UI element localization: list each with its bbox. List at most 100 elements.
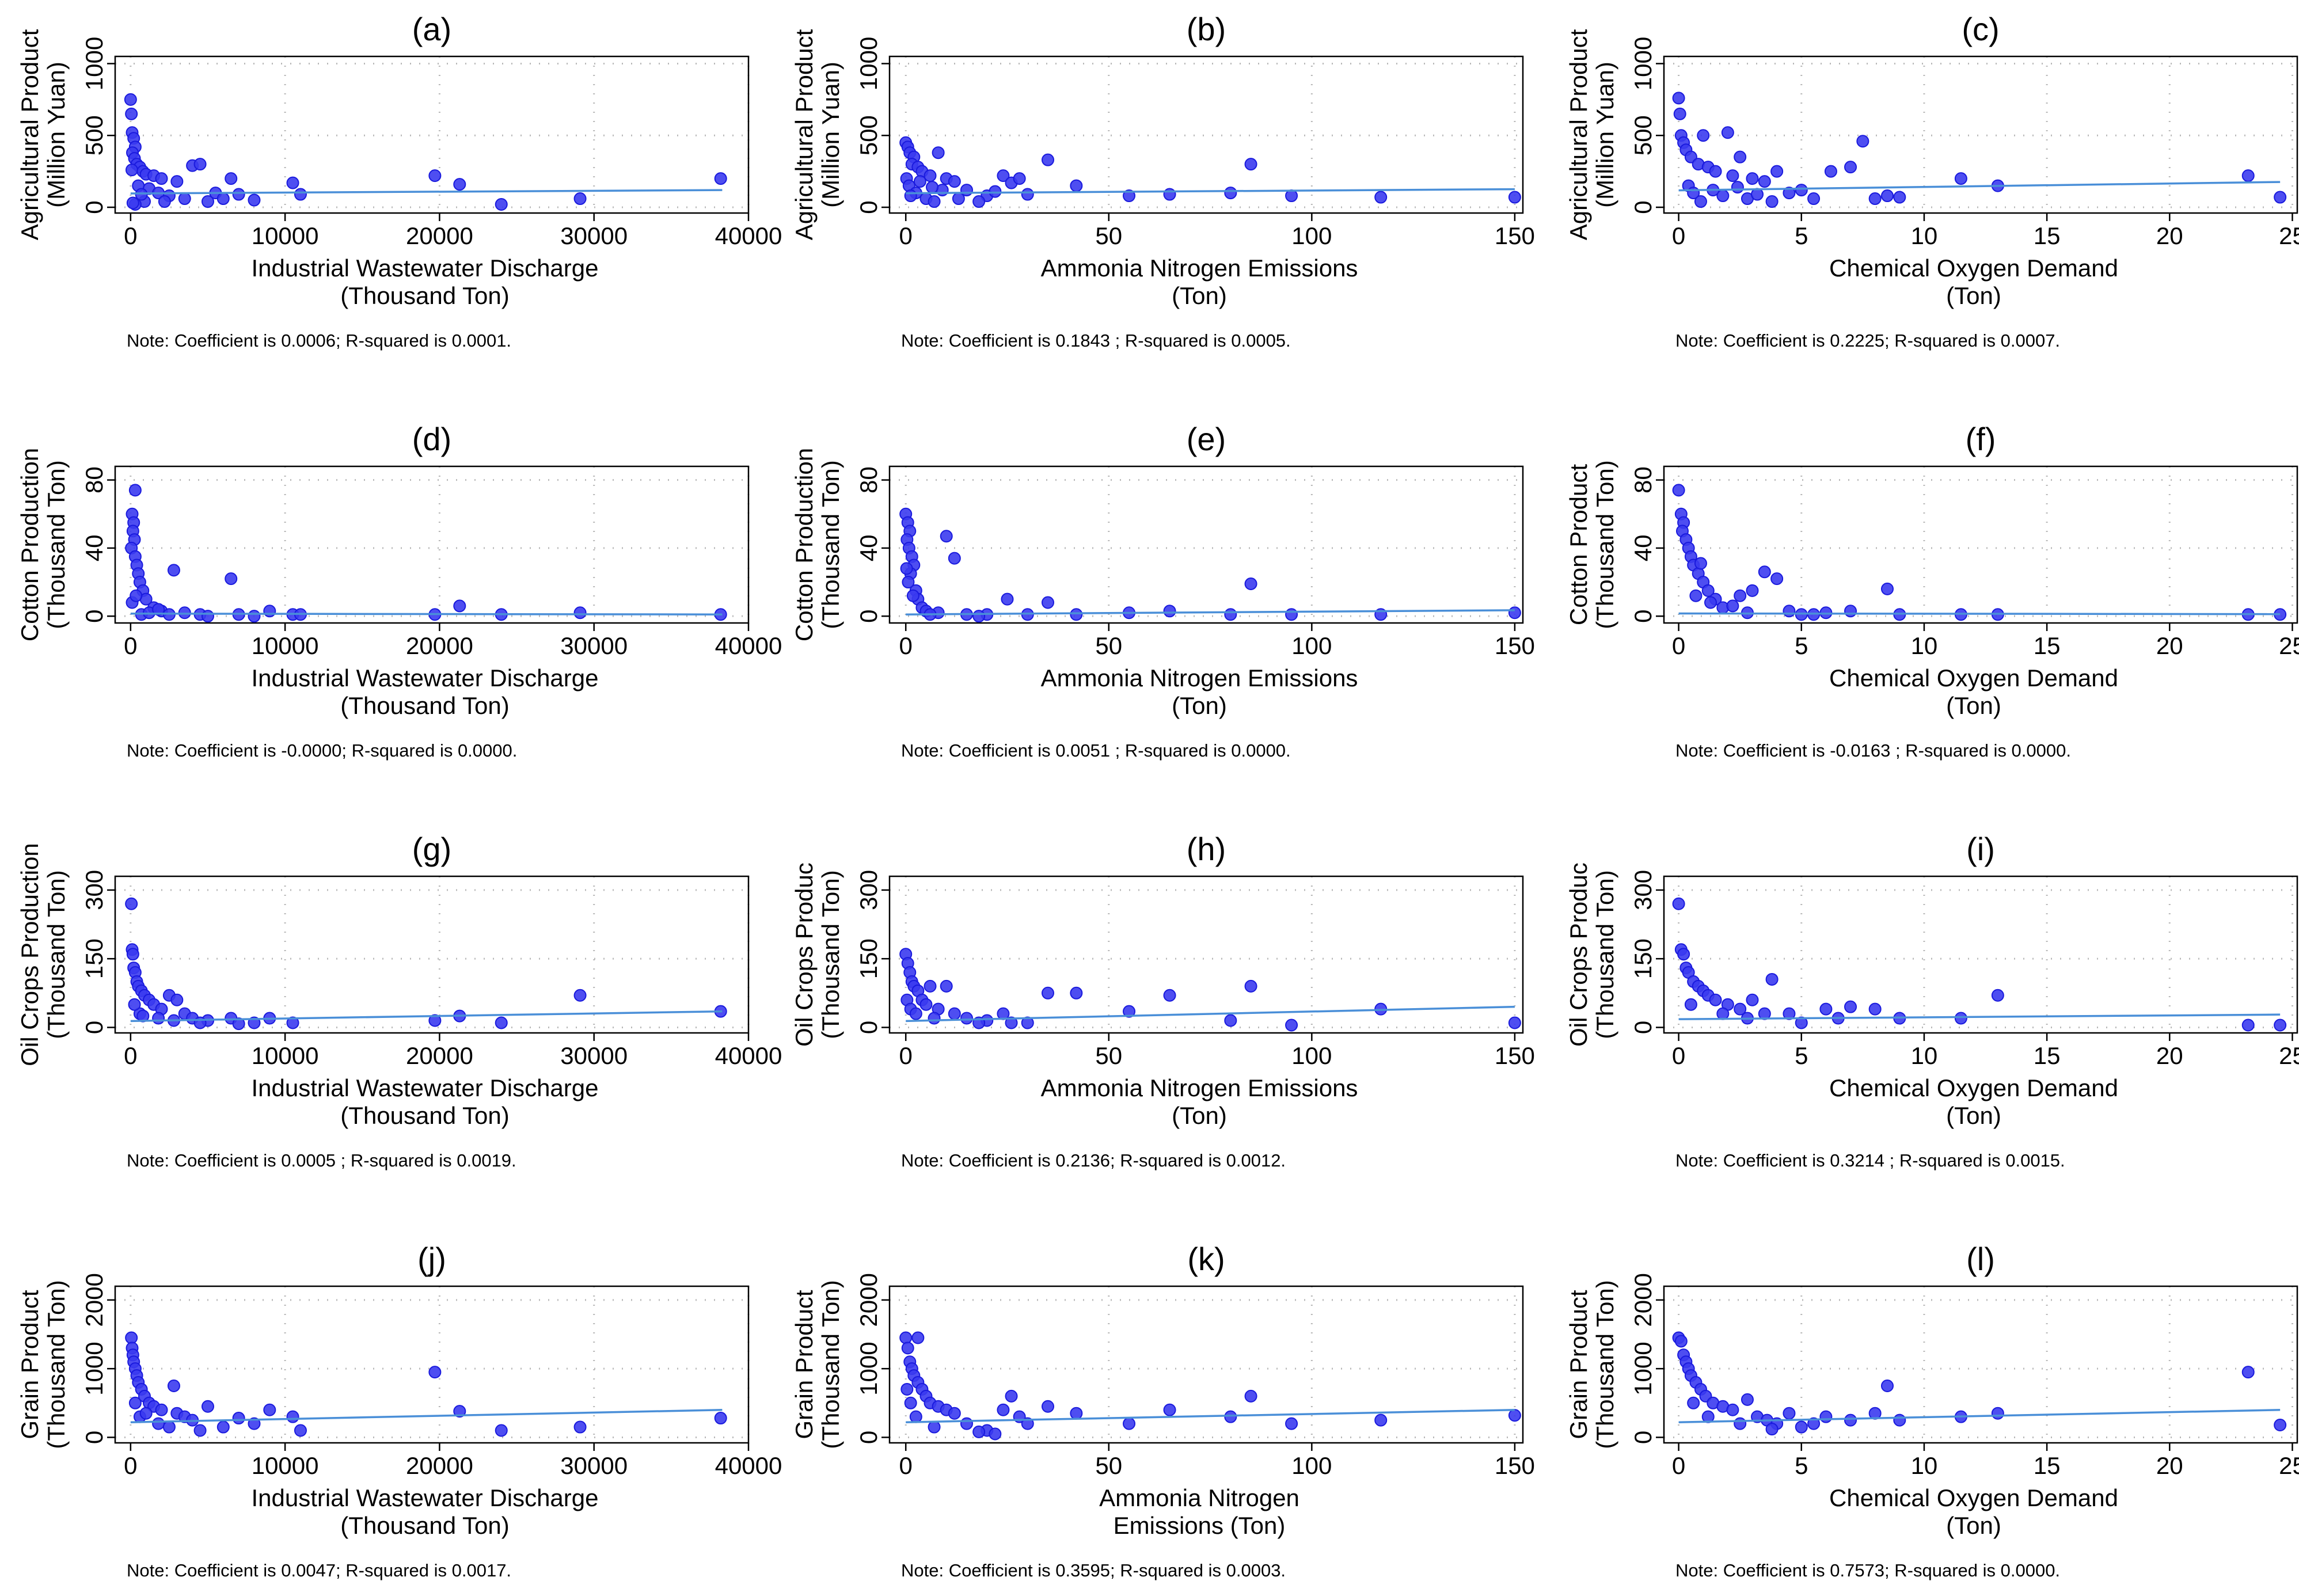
data-point xyxy=(911,1331,925,1344)
data-point xyxy=(248,610,261,623)
x-axis-label: Industrial Wastewater Discharge (Thousand… xyxy=(251,1484,598,1539)
data-point xyxy=(573,606,587,620)
y-tick-label: 150 xyxy=(855,938,882,979)
data-point xyxy=(294,1424,307,1437)
data-point xyxy=(1844,1000,1857,1013)
data-point xyxy=(1765,1423,1779,1436)
x-tick-label: 40000 xyxy=(715,222,782,249)
y-axis-label: Grain Product(Thousand Ton) xyxy=(1565,1280,1618,1449)
y-axis-label-line: Cotton Production xyxy=(791,448,818,641)
x-axis-label: Ammonia Nitrogen Emissions (Ton) xyxy=(1041,1074,1358,1129)
panel-title: (g) xyxy=(412,831,451,867)
y-axis-label-line: (Thousand Ton) xyxy=(1591,870,1618,1039)
data-point xyxy=(1783,187,1796,200)
data-point xyxy=(225,572,238,586)
data-point xyxy=(428,1014,442,1027)
data-point xyxy=(913,175,926,188)
data-point xyxy=(155,172,168,185)
data-point xyxy=(167,564,180,577)
data-point xyxy=(248,1417,261,1430)
data-point xyxy=(1672,484,1685,497)
data-point xyxy=(1163,1403,1176,1416)
data-point xyxy=(1758,175,1771,188)
data-point xyxy=(1508,606,1521,620)
x-tick-label: 5 xyxy=(1795,222,1808,249)
data-point xyxy=(714,172,727,185)
y-axis-label-line: (Thousand Ton) xyxy=(43,1280,70,1449)
panel-title: (e) xyxy=(1187,421,1226,457)
x-axis-label-line: (Ton) xyxy=(1946,1512,2001,1539)
x-axis-label: Chemical Oxygen Demand (Ton) xyxy=(1829,1484,2118,1539)
data-point xyxy=(1741,1393,1754,1406)
x-axis-label-line: Chemical Oxygen Demand xyxy=(1829,1484,2118,1511)
data-point xyxy=(940,979,953,993)
data-point xyxy=(152,603,165,616)
regression-note: Note: Coefficient is 0.0047; R-squared i… xyxy=(127,1560,511,1580)
x-tick-label: 0 xyxy=(124,632,137,659)
data-point xyxy=(919,998,933,1011)
data-point xyxy=(232,1017,245,1031)
data-point xyxy=(1893,1413,1906,1427)
y-axis-label-line: Cotton Production xyxy=(16,448,43,641)
x-tick-label: 0 xyxy=(899,1452,913,1479)
data-point xyxy=(201,610,214,623)
y-tick-label: 1000 xyxy=(855,37,882,90)
data-point xyxy=(286,1410,299,1423)
data-point xyxy=(167,1379,180,1392)
data-point xyxy=(928,195,941,208)
y-axis-label: Cotton Production(Thousand Ton) xyxy=(791,448,844,641)
y-tick-label: 300 xyxy=(81,870,108,910)
y-axis-label-line: Grain Product xyxy=(791,1290,818,1439)
data-point xyxy=(1042,1400,1054,1413)
x-tick-label: 20 xyxy=(2156,222,2183,249)
data-point xyxy=(1765,195,1779,208)
data-point xyxy=(1783,1407,1796,1420)
x-tick-label: 40000 xyxy=(715,1042,782,1069)
y-axis-label-line: (Thousand Ton) xyxy=(817,1280,844,1449)
y-tick-label: 0 xyxy=(855,609,882,622)
data-point xyxy=(130,589,143,602)
y-axis-label-line: Agricultural Product xyxy=(16,29,43,240)
data-point xyxy=(1285,1417,1298,1430)
data-point xyxy=(1954,1012,1967,1025)
fit-line xyxy=(130,1408,723,1423)
data-point xyxy=(1824,165,1837,178)
x-axis-label-line: Ammonia Nitrogen xyxy=(1099,1484,1299,1511)
y-tick-label: 2000 xyxy=(855,1273,882,1327)
y-tick-label: 80 xyxy=(1629,466,1656,493)
x-axis-label-line: Chemical Oxygen Demand xyxy=(1829,254,2118,282)
data-point xyxy=(124,93,137,106)
data-point xyxy=(1783,1007,1796,1020)
y-tick-label: 500 xyxy=(1629,115,1656,155)
data-point xyxy=(428,169,442,183)
data-point xyxy=(904,189,917,203)
data-point xyxy=(1704,596,1717,609)
plot-frame xyxy=(888,465,1524,624)
x-tick-label: 0 xyxy=(1672,1042,1685,1069)
x-axis-label-line: (Thousand Ton) xyxy=(340,282,509,309)
data-point xyxy=(573,192,587,206)
data-point xyxy=(1770,165,1784,178)
x-tick-label: 100 xyxy=(1291,632,1332,659)
y-axis-label: Agricultural Product(Million Yuan) xyxy=(16,29,70,240)
data-point xyxy=(899,1331,913,1344)
x-tick-label: 10 xyxy=(1911,632,1938,659)
x-axis-label-line: (Ton) xyxy=(1946,282,2001,309)
data-point xyxy=(2274,1418,2287,1431)
data-point xyxy=(178,192,191,206)
x-axis-label-line: Industrial Wastewater Discharge xyxy=(251,1074,598,1101)
fit-line xyxy=(906,1005,1515,1023)
data-point xyxy=(193,158,207,171)
x-tick-label: 25 xyxy=(2279,1452,2299,1479)
y-tick-label: 1000 xyxy=(81,37,108,90)
x-axis-label-line: (Thousand Ton) xyxy=(340,692,509,719)
x-axis-label: Chemical Oxygen Demand (Ton) xyxy=(1829,664,2118,719)
plot-frame xyxy=(114,875,750,1034)
x-axis-label-line: Industrial Wastewater Discharge xyxy=(251,1484,598,1511)
x-tick-label: 30000 xyxy=(560,1042,628,1069)
y-tick-label: 0 xyxy=(855,200,882,214)
chart-panel-7: (h) 0 50 100 150 0 150 300 Oil Crops Produc(Thou… xyxy=(791,831,1535,1171)
x-tick-label: 50 xyxy=(1095,1042,1122,1069)
x-axis-label-line: Chemical Oxygen Demand xyxy=(1829,664,2118,691)
chart-panel-0: (a) 0 10000 20000 30000 40000 0 500 1000 Agricult… xyxy=(16,11,782,351)
